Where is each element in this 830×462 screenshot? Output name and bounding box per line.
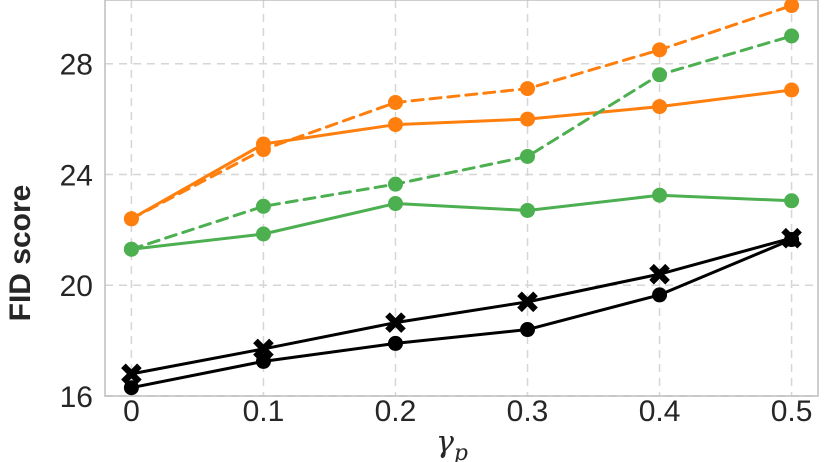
data-point <box>652 187 668 203</box>
x-axis-label-subscript: p <box>454 441 468 462</box>
data-point <box>652 67 668 83</box>
series-line-black-dot <box>129 238 794 390</box>
y-tick-label: 28 <box>60 49 93 82</box>
data-point <box>652 99 668 115</box>
data-point <box>387 196 403 212</box>
y-tick-label: 20 <box>60 270 93 303</box>
y-tick-label: 16 <box>60 381 93 414</box>
tick-labels: 0 0.1 0.2 0.3 0.4 0.5 16 20 24 28 <box>60 49 813 428</box>
data-point <box>652 42 668 58</box>
data-point <box>255 136 271 152</box>
x-tick-label: 0.4 <box>639 395 681 428</box>
x-tick-label: 0.3 <box>507 395 549 428</box>
data-point <box>784 28 800 44</box>
data-point <box>520 81 536 97</box>
x-axis-label-symbol: γ <box>436 425 454 460</box>
data-point <box>784 232 800 248</box>
data-point-x-marker <box>121 363 142 385</box>
y-tick-label: 24 <box>60 159 93 192</box>
data-point <box>520 202 536 218</box>
data-point <box>255 226 271 242</box>
x-tick-label: 0.1 <box>243 395 285 428</box>
data-point <box>123 211 139 227</box>
data-point <box>387 176 403 192</box>
x-tick-label: 0 <box>123 395 140 428</box>
data-point <box>255 198 271 214</box>
data-point <box>784 193 800 209</box>
data-point-x-marker <box>517 291 538 313</box>
series-line-black-x <box>129 236 794 376</box>
series-black-x <box>121 227 802 385</box>
data-point <box>520 322 536 338</box>
data-point <box>520 111 536 127</box>
x-axis-label: γp <box>436 425 468 462</box>
data-point <box>387 94 403 110</box>
data-point-x-marker <box>649 263 670 285</box>
y-axis-label: FID score <box>4 185 37 322</box>
x-tick-label: 0.2 <box>375 395 417 428</box>
data-point <box>123 380 139 396</box>
series-layer <box>121 0 802 396</box>
data-point <box>652 287 668 303</box>
plot-frame <box>104 0 819 397</box>
series-line-orange-solid <box>129 88 794 221</box>
data-point <box>123 241 139 257</box>
data-point <box>387 117 403 133</box>
data-point <box>255 353 271 369</box>
series-green-solid <box>123 187 800 257</box>
series-line-orange-dashed <box>129 4 794 221</box>
series-black-dot <box>123 232 800 396</box>
data-point <box>520 148 536 164</box>
series-orange-solid <box>123 82 800 227</box>
data-point-x-marker <box>253 338 274 360</box>
data-point-x-marker <box>385 312 406 333</box>
series-green-dashed <box>123 28 800 257</box>
series-line-green-dashed <box>129 34 794 251</box>
series-line-green-solid <box>129 193 794 251</box>
data-point <box>387 335 403 351</box>
series-orange-dashed <box>123 0 800 227</box>
data-point <box>784 82 800 98</box>
data-point <box>784 0 800 14</box>
x-tick-label: 0.5 <box>771 395 813 428</box>
